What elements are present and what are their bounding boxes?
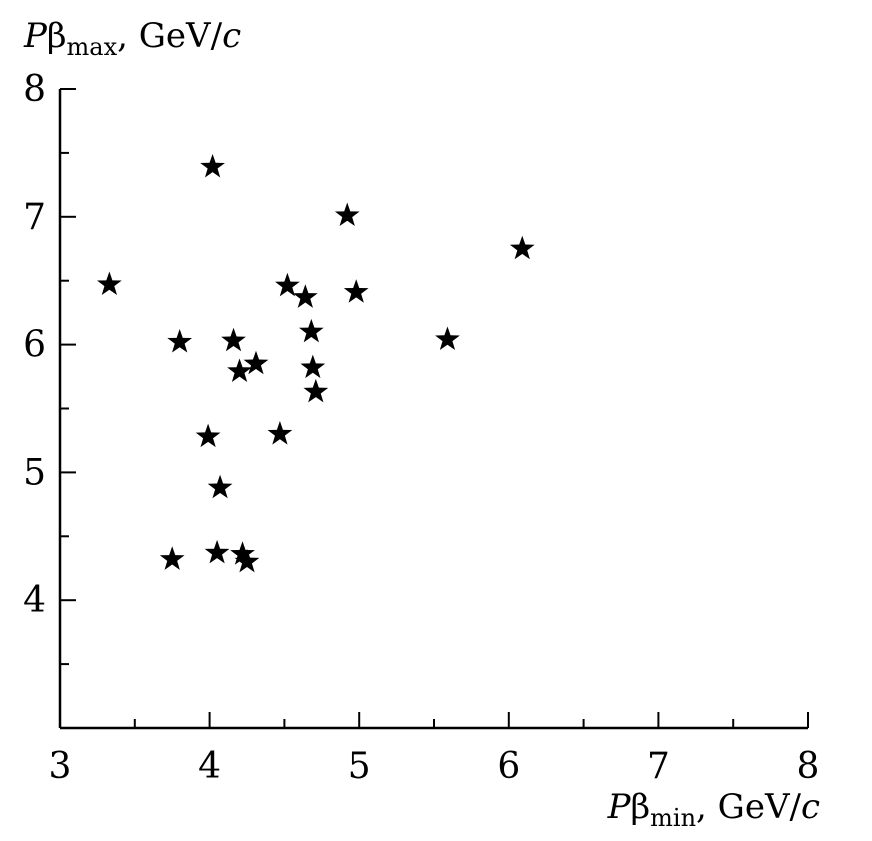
- data-point-star: [303, 378, 329, 403]
- axes: [58, 89, 808, 730]
- x-tick-label: 6: [497, 746, 520, 787]
- data-point-star: [230, 541, 255, 565]
- data-point-star: [267, 421, 293, 445]
- data-point-star: [300, 354, 326, 379]
- data-point-star: [200, 153, 225, 178]
- data-point-star: [435, 326, 460, 351]
- data-point-star: [195, 423, 221, 448]
- data-point-star: [221, 327, 246, 352]
- x-axis-title: Pβmin, GeV/c: [607, 787, 820, 832]
- x-tick-label: 5: [348, 746, 371, 787]
- data-points: [97, 153, 535, 573]
- y-tick-label: 7: [23, 197, 46, 238]
- data-point-star: [159, 546, 185, 570]
- data-point-star: [275, 272, 300, 297]
- data-point-star: [204, 539, 230, 564]
- data-point-star: [97, 271, 122, 296]
- y-axis-title: Pβmax, GeV/c: [23, 16, 241, 61]
- data-point-star: [207, 474, 233, 499]
- y-tick-label: 8: [23, 69, 46, 110]
- x-tick-label: 8: [797, 746, 820, 787]
- data-point-star: [343, 279, 369, 303]
- data-point-star: [227, 358, 252, 382]
- data-point-star: [234, 548, 260, 573]
- tick-labels: 3 4 5 6 7 8 4 5 6 7 8: [23, 69, 819, 787]
- data-point-star: [509, 235, 535, 260]
- x-tick-label: 7: [647, 746, 670, 787]
- y-tick-label: 4: [23, 580, 46, 621]
- x-tick-label: 4: [198, 746, 221, 787]
- data-point-star: [334, 202, 360, 227]
- x-tick-label: 3: [49, 746, 72, 787]
- y-tick-label: 5: [23, 452, 46, 493]
- y-tick-label: 6: [23, 325, 46, 366]
- data-point-star: [243, 350, 269, 375]
- ticks: [59, 88, 809, 728]
- data-point-star: [292, 284, 318, 308]
- data-point-star: [167, 329, 193, 353]
- data-point-star: [298, 318, 324, 343]
